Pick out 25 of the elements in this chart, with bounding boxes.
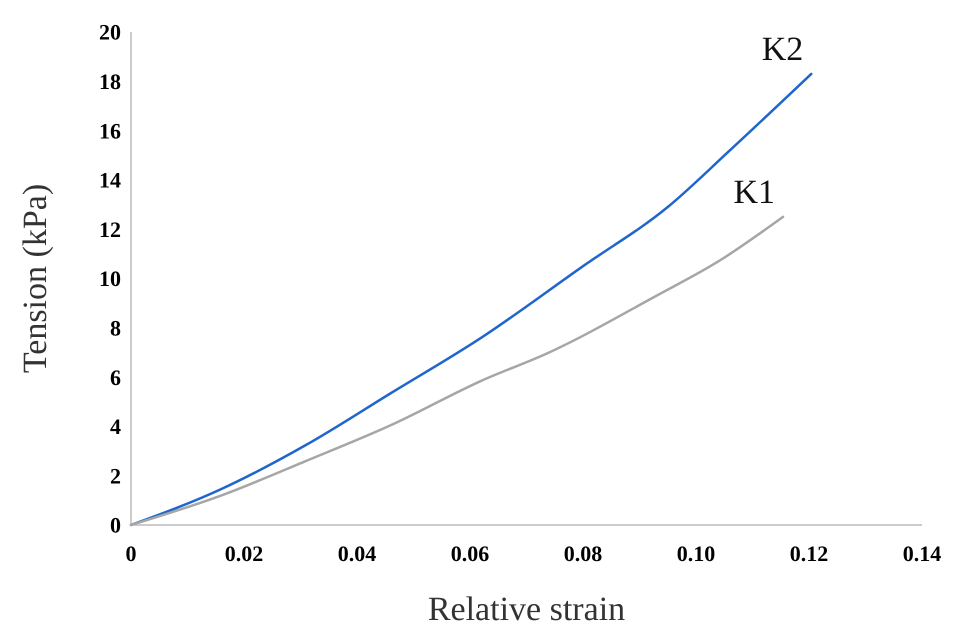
x-tick-label: 0.12 — [790, 541, 828, 566]
y-tick-label: 0 — [110, 512, 121, 538]
y-tick-label: 8 — [110, 316, 121, 340]
x-tick-label: 0.02 — [224, 541, 264, 566]
x-tick-label: 0 — [126, 541, 136, 566]
y-tick-label: 14 — [99, 168, 121, 193]
x-tick-label: 0.14 — [902, 541, 942, 566]
y-tick-label: 2 — [110, 463, 121, 488]
series-label: K2 — [762, 30, 804, 68]
y-tick-label: 12 — [99, 216, 121, 242]
x-tick-label: 0.08 — [564, 541, 602, 566]
y-tick-label: 16 — [99, 118, 121, 144]
y-tick-label: 4 — [110, 414, 121, 440]
series-label: K1 — [733, 174, 776, 211]
line-series — [130, 72, 813, 526]
y-tick-label: 6 — [110, 364, 121, 390]
x-tick-label: 0.06 — [450, 541, 490, 566]
x-axis-title: Relative strain — [428, 591, 626, 628]
y-tick-label: 20 — [99, 20, 121, 45]
y-tick-label: 18 — [99, 69, 121, 94]
line-series — [130, 216, 784, 526]
x-tick-label: 0.10 — [676, 541, 716, 566]
y-axis-title: Tension (kPa) — [17, 184, 54, 374]
x-tick-label: 0.04 — [338, 541, 376, 566]
y-tick-label: 10 — [99, 266, 121, 292]
